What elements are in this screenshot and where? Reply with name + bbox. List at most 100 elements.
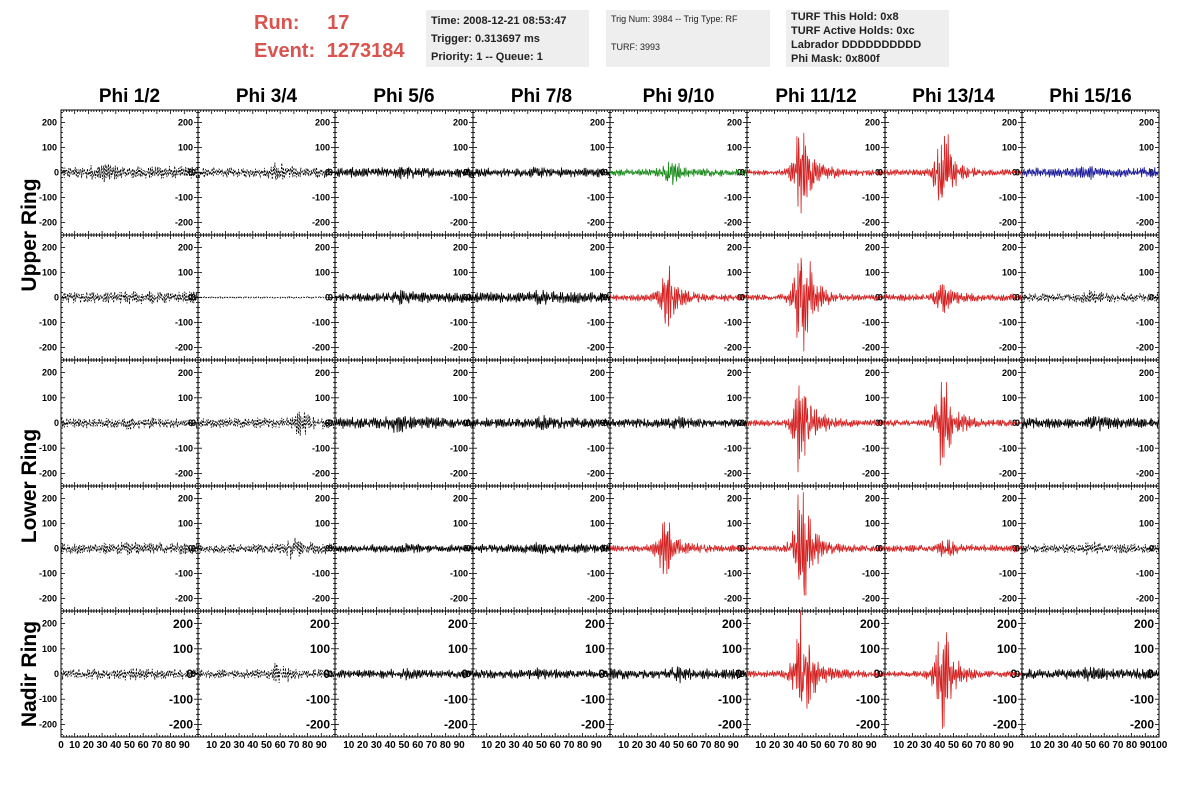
- y-tick-label-left: -200: [39, 343, 57, 353]
- y-tick-label: -200: [587, 469, 605, 479]
- y-tick-label-left: 0: [740, 293, 745, 303]
- y-tick-label: -200: [862, 469, 880, 479]
- y-tick-label: 100: [590, 519, 605, 529]
- y-tick-label-left: 0: [603, 418, 608, 428]
- y-tick-label: 200: [1002, 243, 1017, 253]
- y-tick-label-left: -100: [39, 193, 57, 203]
- y-tick-label: -100: [724, 443, 742, 453]
- y-tick-label: -200: [175, 218, 193, 228]
- y-tick-label: -100: [587, 443, 605, 453]
- y-tick-label: -200: [312, 469, 330, 479]
- y-tick-label-left: 0: [466, 418, 471, 428]
- y-tick-label: -200: [587, 594, 605, 604]
- y-tick-label: -100: [999, 193, 1017, 203]
- y-tick-label: 100: [1002, 268, 1017, 278]
- y-tick-label: -200: [587, 343, 605, 353]
- y-tick-label-left: -100: [39, 318, 57, 328]
- y-tick-label: -200: [587, 218, 605, 228]
- y-tick-label: 100: [865, 393, 880, 403]
- y-tick-label-left: 200: [42, 243, 57, 253]
- y-tick-label: 200: [727, 368, 742, 378]
- y-tick-label-left: 0: [328, 544, 333, 554]
- y-tick-label: 100: [865, 519, 880, 529]
- y-tick-label: 200: [178, 243, 193, 253]
- y-tick-label: 100: [727, 268, 742, 278]
- y-tick-label: -200: [999, 218, 1017, 228]
- y-tick-label: 200: [178, 118, 193, 128]
- y-tick-label: 200: [453, 243, 468, 253]
- y-tick-label: 200: [727, 118, 742, 128]
- y-tick-label-left: 0: [878, 293, 883, 303]
- y-tick-label: 100: [178, 393, 193, 403]
- y-tick-label: -200: [724, 594, 742, 604]
- y-tick-label: -200: [862, 343, 880, 353]
- y-tick-label: 100: [178, 519, 193, 529]
- y-tick-label: 100: [453, 393, 468, 403]
- y-tick-label-left: -200: [39, 594, 57, 604]
- y-tick-label: -200: [175, 343, 193, 353]
- y-tick-label-left: 0: [1015, 168, 1020, 178]
- y-tick-label: -200: [862, 218, 880, 228]
- y-tick-label: 200: [865, 118, 880, 128]
- y-tick-label: 200: [865, 368, 880, 378]
- y-tick-label: 100: [590, 393, 605, 403]
- y-tick-label-left: 0: [54, 293, 59, 303]
- y-tick-label: 200: [1139, 243, 1154, 253]
- y-tick-label: 200: [1139, 368, 1154, 378]
- y-tick-label: 100: [865, 143, 880, 153]
- y-tick-label-left: 100: [42, 519, 57, 529]
- y-tick-label-left: 0: [191, 293, 196, 303]
- y-tick-label: -200: [450, 343, 468, 353]
- y-tick-label: -100: [312, 443, 330, 453]
- y-tick-label: 100: [727, 393, 742, 403]
- y-tick-label: 100: [727, 143, 742, 153]
- y-tick-label: -200: [175, 469, 193, 479]
- y-tick-label: -200: [1136, 343, 1154, 353]
- y-tick-label: -100: [999, 443, 1017, 453]
- y-tick-label-left: 100: [42, 268, 57, 278]
- y-tick-label-left: 0: [466, 168, 471, 178]
- y-tick-label-left: -100: [39, 569, 57, 579]
- y-tick-label-left: -200: [39, 468, 57, 478]
- y-tick-label-left: 0: [466, 544, 471, 554]
- y-tick-label: -100: [1136, 443, 1154, 453]
- y-tick-label: 200: [590, 243, 605, 253]
- y-tick-label: -100: [724, 193, 742, 203]
- y-tick-label: -100: [450, 569, 468, 579]
- y-tick-label: -200: [1136, 469, 1154, 479]
- y-tick-label-left: 0: [1015, 293, 1020, 303]
- y-tick-label: -100: [862, 318, 880, 328]
- y-tick-label: -200: [724, 343, 742, 353]
- y-tick-label: -200: [312, 218, 330, 228]
- y-tick-label: -100: [175, 318, 193, 328]
- y-tick-label: 200: [453, 494, 468, 504]
- y-tick-label-left: 200: [42, 118, 57, 128]
- y-tick-label-left: 0: [740, 544, 745, 554]
- y-tick-label: 100: [1002, 393, 1017, 403]
- y-tick-label: 100: [178, 268, 193, 278]
- y-tick-label-left: 0: [54, 418, 59, 428]
- y-tick-label: -100: [450, 443, 468, 453]
- y-tick-label: 200: [315, 118, 330, 128]
- y-tick-label: -100: [450, 318, 468, 328]
- y-tick-label: 200: [315, 494, 330, 504]
- y-tick-label: 200: [865, 494, 880, 504]
- y-tick-label-left: 0: [878, 168, 883, 178]
- y-tick-label-left: 0: [328, 168, 333, 178]
- y-tick-label: 100: [315, 143, 330, 153]
- y-tick-label: 200: [1002, 368, 1017, 378]
- y-tick-label: -100: [1136, 318, 1154, 328]
- y-tick-label: 100: [315, 393, 330, 403]
- y-tick-label: 100: [1139, 268, 1154, 278]
- y-tick-label: -100: [724, 569, 742, 579]
